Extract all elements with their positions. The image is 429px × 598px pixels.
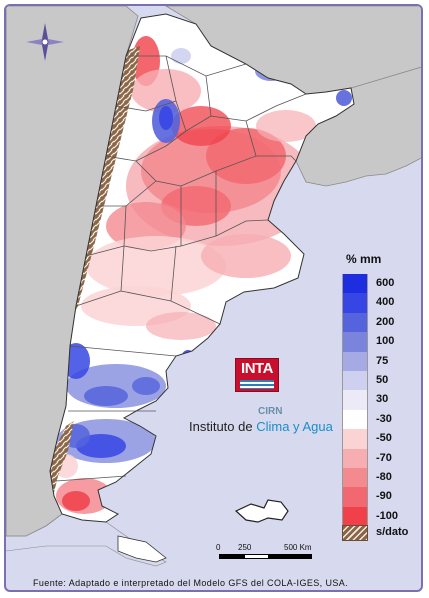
tierra-del-fuego bbox=[117, 535, 167, 563]
legend-swatch bbox=[342, 351, 368, 371]
compass-rose-icon bbox=[26, 23, 64, 61]
legend-swatch bbox=[342, 467, 368, 488]
legend-title: % mm bbox=[346, 252, 382, 266]
institute-name: Instituto de Clima y Agua bbox=[189, 419, 333, 434]
legend-swatch bbox=[342, 274, 368, 294]
legend-label: 100 bbox=[376, 335, 395, 348]
legend-swatch bbox=[342, 448, 368, 468]
legend-swatch bbox=[342, 409, 368, 430]
legend-label: -100 bbox=[376, 509, 399, 522]
source-footer: Fuente: Adaptado e interpretado del Mode… bbox=[33, 578, 349, 588]
legend-label: 400 bbox=[376, 296, 395, 309]
legend-label: -30 bbox=[376, 412, 392, 425]
cirn-label: CIRN bbox=[258, 406, 283, 417]
province-boundaries bbox=[55, 55, 307, 482]
legend-swatch bbox=[342, 370, 368, 391]
legend-swatch bbox=[342, 312, 368, 333]
inta-logo: INTA bbox=[235, 358, 279, 392]
no-data-swatch bbox=[342, 525, 368, 541]
malvinas-islands bbox=[234, 499, 289, 523]
legend-swatch bbox=[342, 332, 368, 352]
legend-label: 200 bbox=[376, 315, 395, 328]
institute-prefix: Instituto de bbox=[189, 419, 257, 434]
institute-accent: Clima y Agua bbox=[256, 419, 333, 434]
legend-label: 30 bbox=[376, 393, 389, 406]
no-data-label: s/dato bbox=[376, 526, 409, 538]
inta-logo-text: INTA bbox=[241, 360, 273, 377]
legend-label: 50 bbox=[376, 373, 389, 386]
map-frame: % mm 600 400 200 100 75 50 30 -30 -50 -70 -80 -90 -1… bbox=[4, 4, 423, 592]
legend-label: -90 bbox=[376, 490, 392, 503]
legend-swatch bbox=[342, 293, 368, 313]
legend-swatch bbox=[342, 487, 368, 507]
legend-label: -70 bbox=[376, 451, 392, 464]
scale-label-250: 250 bbox=[238, 543, 252, 552]
precipitation-anomaly-map bbox=[6, 6, 421, 567]
scale-label-500: 500 Km bbox=[284, 543, 312, 552]
inta-logo-bands bbox=[240, 380, 274, 389]
legend-label: -50 bbox=[376, 432, 392, 445]
legend-swatch bbox=[342, 429, 368, 449]
scale-label-0: 0 bbox=[216, 543, 221, 552]
legend-swatch bbox=[342, 390, 368, 410]
legend-label: 600 bbox=[376, 277, 395, 289]
legend-swatch bbox=[342, 506, 368, 527]
anomaly-field bbox=[50, 36, 352, 514]
legend-label: -80 bbox=[376, 470, 392, 483]
legend-label: 75 bbox=[376, 354, 389, 367]
scale-bar bbox=[219, 554, 312, 559]
